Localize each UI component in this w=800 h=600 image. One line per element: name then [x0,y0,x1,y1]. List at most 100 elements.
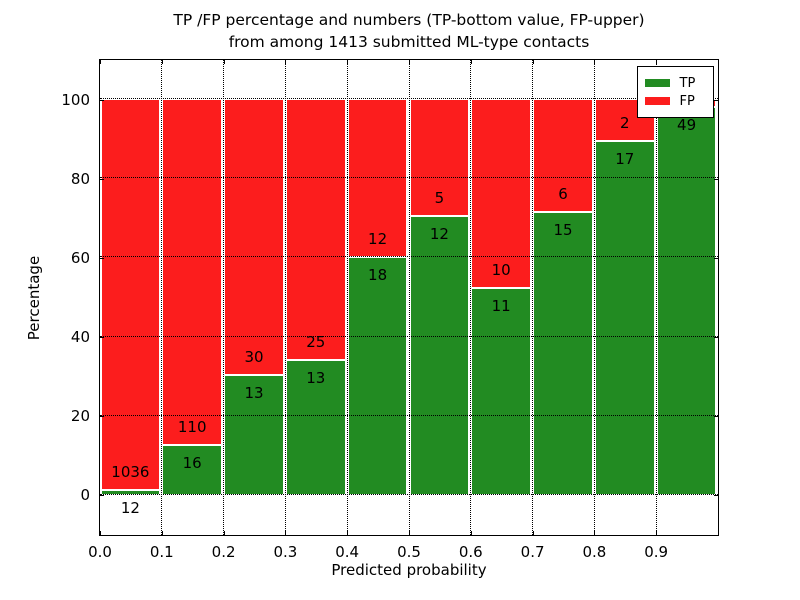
vertical-gridline [470,59,472,535]
x-tick-mark [285,60,287,64]
x-tick-mark [100,531,101,535]
x-tick-mark [100,60,101,64]
y-tick-label: 100 [61,90,90,109]
fp-count-label: 25 [306,332,326,351]
x-tick-label: 0.6 [458,543,483,561]
y-tick-label: 20 [70,407,90,426]
x-tick-label: 0.2 [211,543,236,561]
fp-count-label: 30 [244,348,264,367]
y-tick-mark [100,337,104,339]
plot-title-line2: from among 1413 submitted ML-type contac… [228,33,590,51]
y-tick-label: 80 [70,169,90,188]
bar-column [409,99,470,495]
x-tick-mark [470,531,472,535]
tp-count-label: 11 [491,296,511,315]
vertical-gridline [161,59,163,535]
x-tick-label: 0.3 [273,543,298,561]
y-tick-mark [714,495,718,497]
vertical-gridline [532,59,534,535]
tp-segment [656,107,717,495]
tp-segment [594,140,655,495]
tp-segment [471,287,532,495]
x-tick-mark [656,531,658,535]
fp-segment [533,99,593,213]
bar-column [347,99,408,495]
plot-frame: 103612110163013251312185121011615217149 … [98,58,719,536]
fp-segment [100,99,161,491]
plot-area: 103612110163013251312185121011615217149 [99,59,718,535]
plot-title: TP /FP percentage and numbers (TP-bottom… [100,9,718,53]
x-tick-mark [161,60,163,64]
bar-column [656,99,717,495]
y-tick-mark [714,416,718,418]
bar-column [594,99,655,495]
fp-count-label: 5 [434,188,445,207]
x-tick-mark [656,60,658,64]
bar-column [162,99,223,495]
fp-segment [285,99,346,360]
fp-segment [471,99,532,288]
x-tick-mark [347,60,349,64]
x-tick-mark [347,531,349,535]
tp-count-label: 12 [429,224,449,243]
tp-count-label: 18 [368,266,388,285]
y-tick-mark [714,178,718,180]
plot-title-line1: TP /FP percentage and numbers (TP-bottom… [173,11,645,29]
vertical-gridline [408,59,410,535]
tp-count-label: 13 [244,384,264,403]
y-tick-mark [714,257,718,259]
tp-segment [347,257,408,495]
legend-label-tp: TP [679,75,696,91]
y-tick-label: 40 [70,328,90,347]
fp-count-label: 1036 [111,463,150,482]
tp-count-label: 49 [677,116,697,134]
x-tick-label: 0.0 [88,543,112,561]
x-tick-mark [594,531,596,535]
vertical-gridline [593,59,595,535]
x-tick-mark [285,531,287,535]
bar-column [471,99,532,495]
fp-count-label: 10 [491,260,511,279]
fp-swatch-icon [644,97,670,105]
x-tick-mark [223,531,225,535]
tp-count-label: 13 [306,368,326,387]
bar-column [100,99,161,495]
tp-count-label: 17 [615,149,635,168]
y-tick-label: 60 [70,248,90,267]
bar-column [224,99,284,495]
x-tick-mark [594,60,596,64]
legend-item-tp: TP [644,75,713,91]
vertical-gridline [655,59,657,535]
bar-column [533,99,593,495]
vertical-gridline [346,59,348,535]
y-tick-mark [100,99,104,101]
vertical-gridline [284,59,286,535]
tp-count-label: 16 [182,453,202,472]
x-tick-mark [532,60,534,64]
fp-count-label: 12 [368,230,388,249]
x-tick-label: 0.8 [582,543,607,561]
bar-column [285,99,346,495]
x-tick-mark [532,531,534,535]
tp-segment [533,212,593,495]
x-tick-mark [409,60,410,64]
x-tick-mark [470,60,472,64]
x-tick-mark [409,531,410,535]
y-tick-mark [100,178,104,180]
x-tick-label: 0.7 [520,543,545,561]
legend: TP FP [636,65,714,118]
x-tick-label: 0.4 [335,543,360,561]
x-axis-label: Predicted probability [331,561,487,579]
tp-segment [224,375,284,495]
y-tick-label: 0 [80,486,90,505]
x-tick-label: 0.9 [644,543,669,561]
vertical-gridline [223,59,225,535]
fp-segment [224,99,284,376]
tp-count-label: 15 [553,221,573,240]
y-tick-mark [714,337,718,339]
x-tick-mark [161,531,163,535]
legend-item-fp: FP [644,94,713,109]
x-tick-label: 0.1 [149,543,174,561]
fp-count-label: 6 [558,185,568,204]
